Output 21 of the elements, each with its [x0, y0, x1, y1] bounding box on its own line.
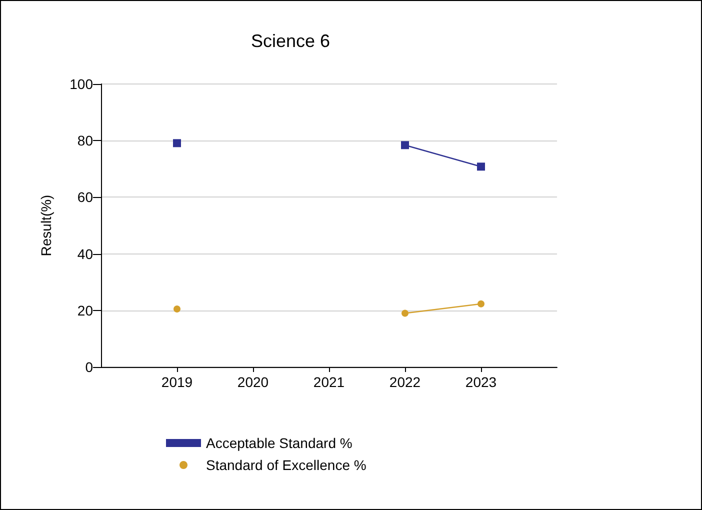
legend-label: Standard of Excellence %	[206, 457, 366, 473]
point	[478, 300, 484, 308]
x-tick-label: 2020	[237, 374, 269, 390]
legend-label: Acceptable Standard %	[206, 435, 352, 451]
y-tick-label: 80	[77, 132, 94, 149]
y-axis-title: Result(%)	[38, 194, 54, 256]
chart-title: Science 6	[251, 31, 330, 51]
x-tick-label: 2023	[465, 374, 497, 390]
point	[174, 305, 180, 312]
point	[401, 141, 409, 150]
y-tick-label: 100	[70, 76, 94, 92]
x-tick-label: 2021	[313, 374, 345, 390]
point	[402, 310, 408, 317]
point	[477, 162, 485, 171]
y-tick-label: 0	[85, 359, 94, 375]
point	[173, 139, 181, 148]
y-tick-label: 60	[77, 189, 94, 206]
x-tick-label: 2022	[389, 374, 421, 390]
x-tick-label: 2019	[161, 374, 193, 390]
y-tick-label: 40	[77, 246, 94, 262]
y-tick-label: 20	[77, 302, 94, 318]
